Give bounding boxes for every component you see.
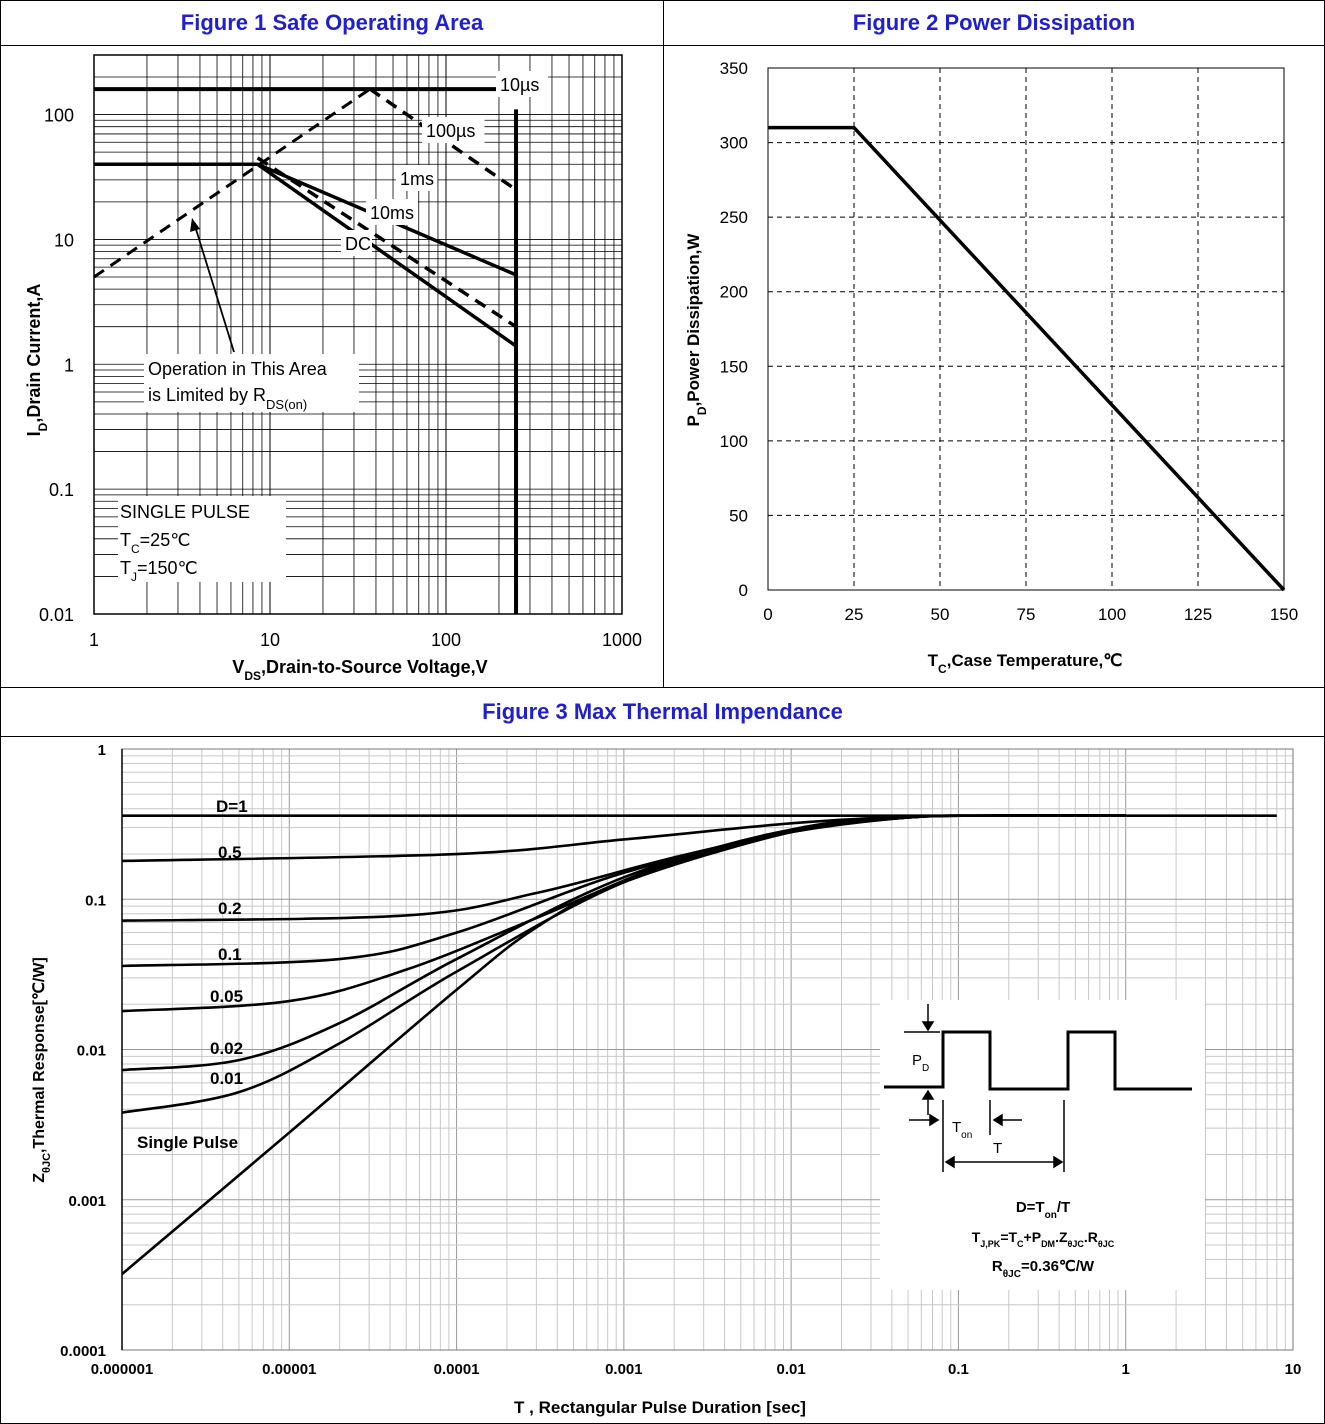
fig1-curve-label: 100µs bbox=[426, 121, 475, 141]
fig1-ytick: 0.01 bbox=[39, 605, 74, 625]
fig1-note-line2: is Limited by RDS(on) bbox=[148, 385, 307, 412]
fig1-curve-label-bg bbox=[366, 199, 418, 225]
fig1-series-1ms bbox=[94, 162, 517, 277]
fig3-xtick: 0.1 bbox=[948, 1361, 969, 1378]
fig3-ytick: 0.1 bbox=[85, 892, 106, 909]
fig2-ytick: 250 bbox=[720, 208, 748, 227]
fig1-ytick: 10 bbox=[54, 230, 74, 250]
inset-t-label: T bbox=[993, 1140, 1002, 1157]
fig1-note-box: Operation in This Area is Limited by RDS… bbox=[144, 354, 359, 412]
fig3-ytick: 0.001 bbox=[68, 1193, 106, 1210]
fig1-xtick: 100 bbox=[431, 630, 461, 650]
fig3-curve-label: 0.1 bbox=[218, 945, 242, 964]
fig2-xtick: 100 bbox=[1098, 605, 1126, 624]
fig3-ytick: 0.0001 bbox=[60, 1343, 106, 1360]
fig2-ytick: 100 bbox=[720, 432, 748, 451]
fig1-curve-label-bg bbox=[341, 230, 372, 256]
figure-2-chart: 0 25 50 75 100 125 150 0 50 100 150 200 250 300 350 bbox=[720, 59, 1299, 624]
fig2-xtick: 125 bbox=[1184, 605, 1212, 624]
fig2-xtick: 75 bbox=[1017, 605, 1036, 624]
inset-eq-duty: D=Ton/T bbox=[1016, 1199, 1070, 1221]
fig1-series-dc bbox=[256, 162, 518, 348]
fig2-xtick: 50 bbox=[931, 605, 950, 624]
fig1-box-line2: TC=25℃ bbox=[120, 530, 190, 556]
fig2-ytick: 50 bbox=[729, 506, 748, 525]
fig2-xtick: 0 bbox=[763, 605, 772, 624]
fig1-plot-border bbox=[93, 54, 623, 615]
pulse-waveform bbox=[884, 1030, 1192, 1091]
fig1-ytick: 100 bbox=[44, 106, 74, 126]
fig1-curve-label-bg bbox=[496, 71, 548, 97]
fig1-ytick: 0.1 bbox=[49, 480, 74, 500]
fig3-curve-label: D=1 bbox=[216, 797, 248, 816]
fig3-xtick: 1 bbox=[1122, 1361, 1130, 1378]
figure-1-title: Figure 1 Safe Operating Area bbox=[180, 10, 484, 35]
fig2-xtick: 150 bbox=[1270, 605, 1298, 624]
fig3-ytick: 1 bbox=[98, 742, 106, 759]
fig3-xtick: 10 bbox=[1285, 1361, 1302, 1378]
fig1-pulse-box: SINGLE PULSE TC=25℃ TJ=150℃ bbox=[118, 496, 286, 584]
fig2-ytick: 200 bbox=[720, 283, 748, 302]
fig3-ytick: 0.01 bbox=[77, 1043, 106, 1060]
fig2-plot-border bbox=[767, 67, 1285, 591]
fig3-xlabel: T , Rectangular Pulse Duration [sec] bbox=[514, 1398, 806, 1417]
fig3-curve-label: 0.02 bbox=[210, 1039, 243, 1058]
fig1-box-line3: TJ=150℃ bbox=[120, 558, 198, 584]
fig1-xtick: 1 bbox=[89, 630, 99, 650]
fig3-curve-label: 0.5 bbox=[218, 843, 242, 862]
fig1-ytick: 1 bbox=[64, 355, 74, 375]
inset-ton-label: Ton bbox=[952, 1119, 972, 1141]
inset-eq-rth: RθJC=0.36℃/W bbox=[992, 1258, 1095, 1280]
fig3-ylabel: ZθJC,Thermal Response[℃/W] bbox=[31, 957, 53, 1183]
fig3-curve-label: 0.2 bbox=[218, 899, 242, 918]
fig1-note-arrow bbox=[194, 225, 235, 353]
fig3-curve-label: 0.05 bbox=[210, 987, 243, 1006]
fig1-series-10ms bbox=[256, 156, 517, 329]
inset-eq-tj: TJ,PK=TC+PDM.ZθJC.RθJC bbox=[972, 1229, 1115, 1249]
fig1-xtick: 1000 bbox=[602, 630, 642, 650]
fig3-inset: PD Ton T D=Ton/T TJ,PK=TC+PDM.ZθJC.RθJC … bbox=[880, 1000, 1205, 1290]
fig2-ylabel: PD,Power Dissipation,W bbox=[684, 233, 709, 427]
fig1-note-arrowhead bbox=[190, 218, 200, 232]
fig3-xtick: 0.01 bbox=[777, 1361, 806, 1378]
fig2-ytick: 150 bbox=[720, 357, 748, 376]
inset-pd-label: PD bbox=[912, 1052, 929, 1074]
fig3-xtick: 0.00001 bbox=[262, 1361, 316, 1378]
fig3-series-single-pulse bbox=[121, 814, 1126, 1276]
fig1-curve-label: DC bbox=[345, 234, 371, 254]
fig1-curve-label-bg bbox=[396, 165, 438, 191]
figure-3-title: Figure 3 Max Thermal Impendance bbox=[482, 699, 843, 724]
fig3-xtick: 0.000001 bbox=[91, 1361, 154, 1378]
figure-2-title: Figure 2 Power Dissipation bbox=[852, 10, 1136, 35]
fig3-xtick: 0.0001 bbox=[434, 1361, 480, 1378]
fig3-xtick: 0.001 bbox=[605, 1361, 643, 1378]
fig3-curve-label: Single Pulse bbox=[137, 1133, 238, 1152]
fig1-curve-label: 10ms bbox=[370, 203, 414, 223]
fig1-curve-label: 1ms bbox=[400, 169, 434, 189]
fig2-ytick: 0 bbox=[739, 581, 748, 600]
fig1-xtick: 10 bbox=[260, 630, 280, 650]
fig2-series-line bbox=[768, 125, 1286, 592]
fig1-note-line1: Operation in This Area bbox=[148, 359, 328, 379]
fig2-ytick: 300 bbox=[720, 134, 748, 153]
fig1-series-rds-on-limit bbox=[93, 87, 371, 279]
fig1-box-line1: SINGLE PULSE bbox=[120, 502, 250, 522]
fig1-curve-label: 10µs bbox=[500, 75, 539, 95]
fig2-xtick: 25 bbox=[845, 605, 864, 624]
fig1-xlabel: VDS,Drain-to-Source Voltage,V bbox=[232, 657, 487, 683]
fig3-curve-label: 0.01 bbox=[210, 1069, 243, 1088]
fig2-ytick: 350 bbox=[720, 59, 748, 78]
fig1-curve-label-bg bbox=[422, 117, 485, 143]
inset-arrows bbox=[904, 1004, 1065, 1172]
fig2-xlabel: TC,Case Temperature,℃ bbox=[928, 651, 1123, 676]
fig1-ylabel: ID,Drain Current,A bbox=[24, 284, 50, 437]
